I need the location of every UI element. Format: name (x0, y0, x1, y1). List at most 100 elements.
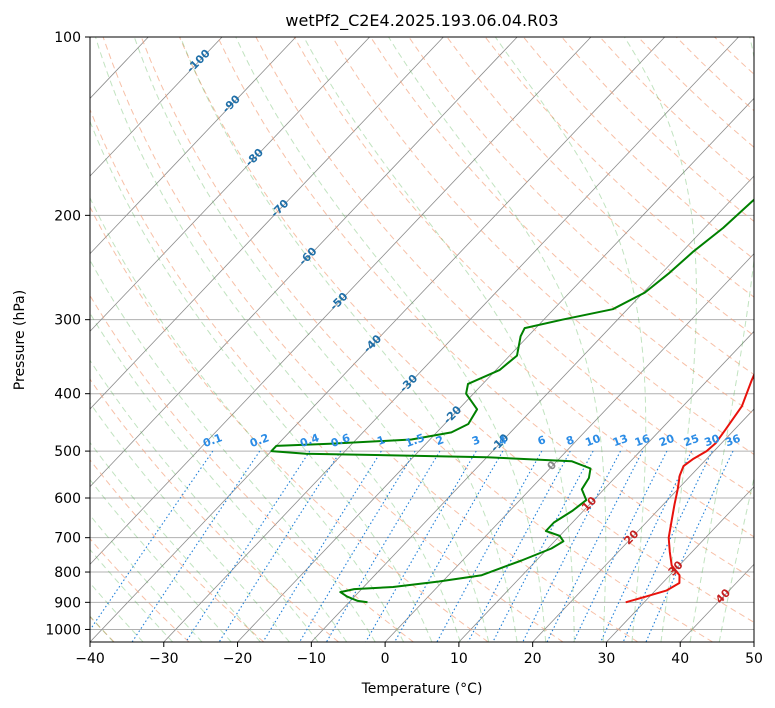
dry-adiabat (408, 37, 754, 376)
y-tick-label: 800 (54, 565, 81, 581)
isotherm-line (163, 37, 739, 642)
profile-series (270, 198, 754, 604)
y-tick-label: 600 (54, 491, 81, 507)
mixing-ratio-label: 0.2 (248, 431, 271, 450)
moist-adiabat (388, 37, 607, 642)
temperature-profile-line (625, 372, 754, 604)
x-tick-label: 0 (381, 651, 390, 667)
x-axis-title: Temperature (°C) (361, 681, 483, 697)
y-axis-ticks: 1000 900 800 700 600 500 400 300 200 100 (45, 30, 90, 638)
isotherm-line (606, 486, 754, 642)
mixing-ratio-label: 0.1 (201, 431, 224, 450)
moist-adiabat (90, 359, 319, 642)
moist-adiabat (90, 259, 376, 642)
mixing-ratio-line (131, 450, 261, 642)
mixing-ratio-line (90, 450, 214, 631)
mixing-ratio-label: 1 (375, 433, 387, 448)
dry-adiabat (140, 37, 713, 642)
mixing-ratio-label: 6 (536, 433, 548, 448)
x-tick-label: −30 (149, 651, 179, 667)
mixing-ratio-label: 1.5 (404, 431, 427, 450)
mixing-ratio-label: 13 (611, 432, 630, 449)
dry-adiabat (90, 205, 489, 642)
dry-adiabat (90, 537, 190, 642)
mixing-ratio-label: 30 (703, 432, 722, 450)
moist-adiabat (90, 312, 348, 642)
isotherm-line (458, 330, 754, 642)
x-axis-ticks: −40 −30 −20 −10 0 10 20 30 40 50 (75, 642, 763, 667)
moist-adiabat (235, 37, 547, 642)
y-tick-label: 1000 (45, 622, 81, 638)
moist-adiabat (623, 37, 697, 642)
moist-adiabats (90, 37, 754, 642)
isotherm-line (90, 37, 370, 332)
isotherm-line (90, 37, 666, 642)
moist-adiabat (90, 402, 290, 642)
y-tick-label: 900 (54, 595, 81, 611)
dry-adiabat (90, 378, 339, 642)
isotherm-line (90, 37, 518, 488)
mixing-ratio-line (467, 450, 571, 642)
mixing-ratio-lines (90, 450, 734, 642)
isotherm-line (90, 37, 223, 177)
moist-adiabat (90, 478, 232, 642)
moist-adiabat (718, 475, 754, 642)
y-tick-label: 300 (54, 313, 81, 329)
x-tick-label: −20 (223, 651, 253, 667)
y-tick-label: 500 (54, 444, 81, 460)
dry-adiabat (102, 37, 639, 642)
dry-adiabat (217, 37, 754, 580)
mixing-ratio-label: 20 (657, 432, 676, 450)
x-tick-label: 30 (598, 651, 616, 667)
dry-adiabat (179, 37, 754, 623)
isotherm-line (90, 37, 297, 255)
dry-adiabat (90, 459, 265, 642)
mixing-ratio-label: 2 (434, 433, 446, 448)
moist-adiabat (90, 196, 405, 642)
dry-adiabats (90, 37, 754, 642)
mixing-ratio-label: 4 (497, 433, 509, 448)
y-tick-label: 700 (54, 531, 81, 547)
mixing-ratio-label: 0.6 (329, 431, 352, 450)
mixing-ratio-line (622, 450, 713, 642)
dry-adiabat (90, 294, 414, 642)
moist-adiabat (133, 37, 490, 642)
isotherm-lines (90, 37, 754, 642)
dry-adiabat (90, 108, 564, 642)
mixing-ratio-line (522, 450, 621, 642)
mixing-ratio-line (299, 450, 416, 642)
dewpoint-profile-line (270, 198, 754, 604)
mixing-ratio-label: 36 (723, 432, 742, 450)
isopleth-labels: -100-90-80-70-60-50-40-30-20-10010203040… (184, 47, 742, 607)
moist-adiabat (90, 120, 433, 642)
isotherm-line (384, 253, 754, 642)
x-tick-label: 20 (524, 651, 542, 667)
x-tick-label: −40 (75, 651, 105, 667)
moist-adiabat (179, 37, 518, 642)
mixing-ratio-line (600, 450, 693, 642)
mixing-ratio-label: 10 (584, 432, 603, 450)
y-tick-label: 200 (54, 208, 81, 224)
mixing-ratio-label: 0.4 (298, 431, 321, 450)
isotherm-line (532, 408, 754, 642)
isotherm-line (237, 97, 754, 642)
plot-frame (89, 36, 755, 643)
mixing-ratio-line (492, 450, 594, 642)
x-tick-label: −10 (297, 651, 327, 667)
y-tick-label: 100 (54, 30, 81, 46)
dry-adiabat (331, 37, 754, 455)
mixing-ratio-line (645, 450, 734, 642)
mixing-ratio-line (546, 450, 644, 642)
x-tick-label: 50 (745, 651, 763, 667)
y-axis-title: Pressure (hPa) (12, 290, 28, 390)
moist-adiabat (689, 37, 754, 642)
x-tick-label: 10 (450, 651, 468, 667)
mixing-ratio-line (573, 450, 668, 642)
dry-adiabat (293, 37, 754, 496)
mixing-ratio-line (394, 450, 504, 642)
chart-title: wetPf2_C2E4.2025.193.06.04.R03 (285, 11, 558, 31)
x-tick-label: 40 (671, 651, 689, 667)
moist-adiabat (303, 37, 575, 642)
mixing-ratio-label: 8 (564, 433, 576, 448)
